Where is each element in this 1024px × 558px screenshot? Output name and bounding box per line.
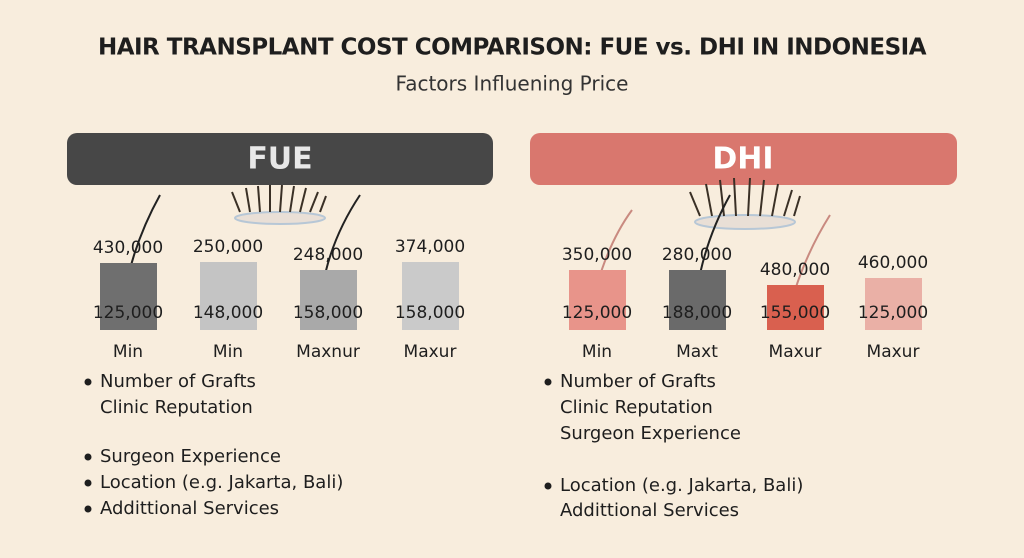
bullet [544, 378, 552, 386]
max-cost: 480,000 [760, 260, 830, 280]
dhi-header [530, 133, 957, 185]
factor: Clinic Reputation [560, 397, 713, 418]
hair-illustration [124, 177, 831, 291]
cost-bar [100, 263, 157, 330]
panel-label: FUE [247, 142, 312, 177]
factor: Location (e.g. Jakarta, Bali) [560, 475, 803, 496]
min-cost: 125,000 [858, 303, 928, 323]
min-cost: 188,000 [662, 303, 732, 323]
max-cost: 350,000 [562, 245, 632, 265]
cost-bar [300, 270, 357, 330]
bullet [84, 479, 92, 487]
cost-bar [200, 262, 257, 330]
factor: Location (e.g. Jakarta, Bali) [100, 472, 343, 493]
column-label: Maxur [404, 342, 457, 362]
max-cost: 248,000 [293, 245, 363, 265]
factor: Clinic Reputation [100, 397, 253, 418]
column-label: Maxur [769, 342, 822, 362]
column-label: Maxnur [296, 342, 360, 362]
title: HAIR TRANSPLANT COST COMPARISON: FUE vs.… [98, 35, 927, 61]
min-cost: 148,000 [193, 303, 263, 323]
max-cost: 460,000 [858, 253, 928, 273]
column-label: Min [582, 342, 612, 362]
bullet [544, 482, 552, 490]
cost-bar [669, 270, 726, 330]
column-label: Min [113, 342, 143, 362]
factor: Number of Grafts [100, 371, 256, 392]
min-cost: 155,000 [760, 303, 830, 323]
subtitle: Factors Influening Price [396, 72, 629, 96]
column-label: Maxt [676, 342, 718, 362]
cost-bar [402, 262, 459, 330]
bullet [84, 453, 92, 461]
cost-bar [569, 270, 626, 330]
factor: Addittional Services [560, 500, 739, 521]
min-cost: 158,000 [293, 303, 363, 323]
cost-bar [865, 278, 922, 330]
max-cost: 280,000 [662, 245, 732, 265]
min-cost: 158,000 [395, 303, 465, 323]
min-cost: 125,000 [562, 303, 632, 323]
max-cost: 430,000 [93, 238, 163, 258]
column-label: Maxur [867, 342, 920, 362]
cost-bar [767, 285, 824, 330]
bullet [84, 505, 92, 513]
factor: Surgeon Experience [560, 423, 741, 444]
bullet [84, 378, 92, 386]
fue-header [67, 133, 493, 185]
factor: Number of Grafts [560, 371, 716, 392]
factor: Addittional Services [100, 498, 279, 519]
min-cost: 125,000 [93, 303, 163, 323]
max-cost: 374,000 [395, 237, 465, 257]
column-label: Min [213, 342, 243, 362]
factor: Surgeon Experience [100, 446, 281, 467]
max-cost: 250,000 [193, 237, 263, 257]
panel-label: DHI [712, 142, 773, 177]
